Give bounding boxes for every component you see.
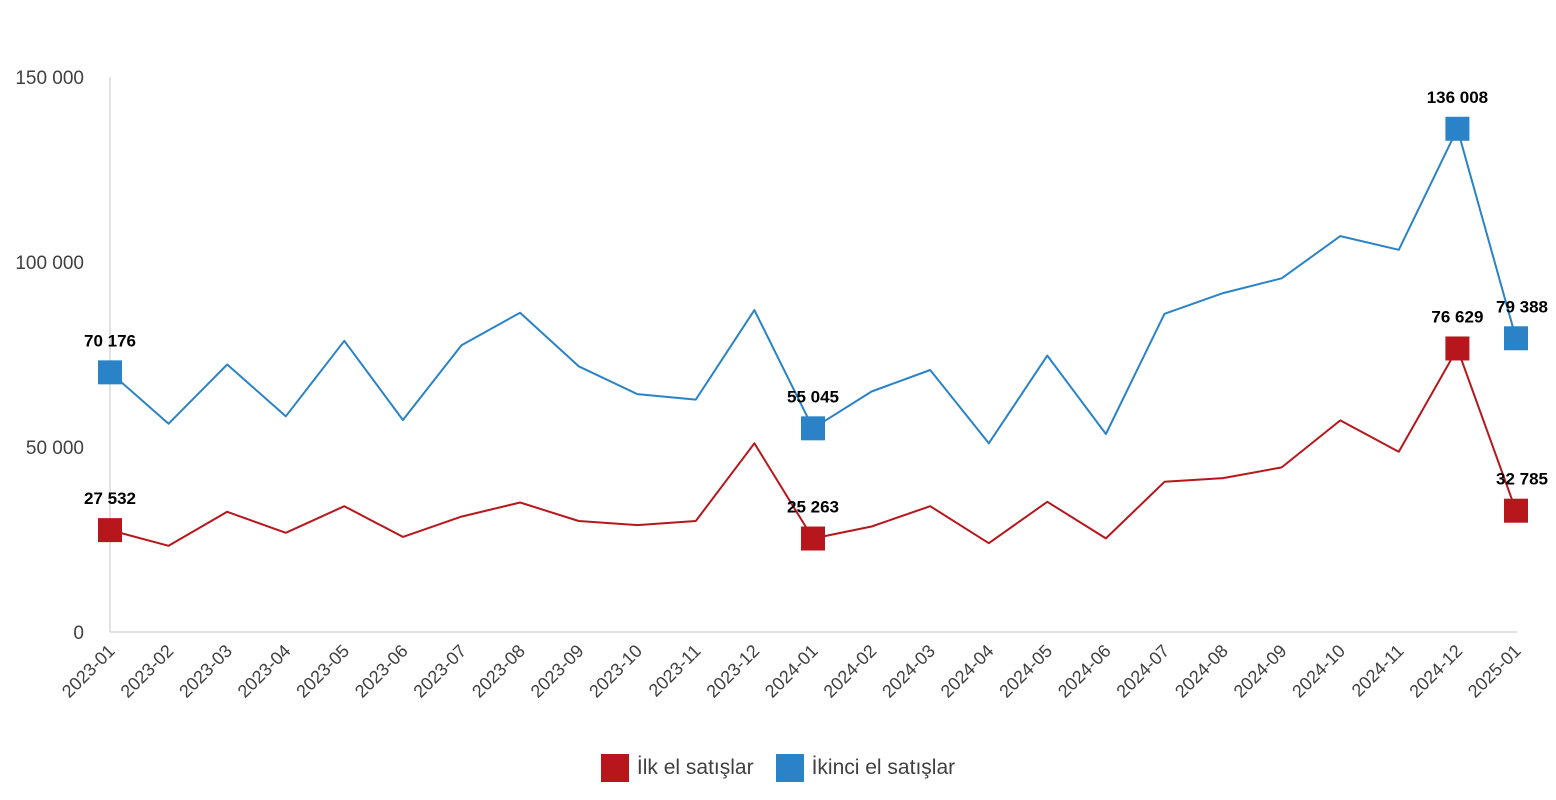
x-tick-label: 2024-10 [1288, 641, 1349, 702]
x-tick-label: 2024-04 [937, 641, 998, 702]
x-tick-label: 2023-01 [58, 641, 119, 702]
x-tick-label: 2023-02 [117, 641, 178, 702]
x-tick-label: 2024-09 [1230, 641, 1291, 702]
data-labels: 27 532 25 263 76 629 32 785 70 176 55 045 136 … [84, 88, 1548, 517]
y-tick-label: 150 000 [15, 68, 84, 89]
legend: İlk el satışlar İkinci el satışlar [0, 752, 1556, 784]
series-marker-0 [801, 526, 825, 551]
x-tick-label: 2023-05 [292, 641, 353, 702]
series-marker-0 [98, 518, 122, 543]
data-label: 27 532 [84, 489, 136, 508]
series-marker-1 [801, 416, 825, 441]
y-tick-label: 50 000 [26, 438, 84, 459]
x-tick-label: 2024-06 [1054, 641, 1115, 702]
x-tick-label: 2024-02 [820, 641, 881, 702]
x-tick-label: 2024-12 [1405, 641, 1466, 702]
x-tick-label: 2024-05 [995, 641, 1056, 702]
x-tick-label: 2023-04 [234, 641, 295, 702]
y-axis-ticks: 0 50 000 100 000 150 000 [15, 68, 84, 644]
x-tick-label: 2024-11 [1348, 641, 1408, 701]
x-tick-label: 2023-06 [351, 641, 412, 702]
data-label: 136 008 [1427, 88, 1488, 107]
series-marker-1 [1445, 116, 1470, 141]
series-marker-1 [1504, 326, 1528, 351]
x-tick-label: 2023-07 [409, 641, 470, 702]
x-tick-label: 2024-08 [1171, 641, 1232, 702]
series-marker-0 [1504, 498, 1528, 523]
data-label: 70 176 [84, 331, 136, 350]
x-tick-label: 2023-11 [645, 641, 705, 701]
series-lines [109, 127, 1517, 547]
data-label: 79 388 [1496, 297, 1548, 316]
data-label: 32 785 [1496, 470, 1548, 489]
x-tick-label: 2023-09 [527, 641, 588, 702]
legend-label-ilk-el: İlk el satışlar [636, 756, 754, 779]
data-label: 76 629 [1431, 307, 1483, 326]
x-tick-label: 2023-08 [468, 641, 529, 702]
legend-swatch-ilk-el [600, 754, 629, 782]
legend-label-ikinci-el: İkinci el satışlar [811, 756, 956, 779]
x-tick-label: 2024-01 [761, 641, 822, 702]
x-tick-label: 2023-10 [585, 641, 646, 702]
legend-item-ilk-el: İlk el satışlar [600, 754, 754, 782]
series-marker-0 [1445, 336, 1470, 361]
data-label: 55 045 [787, 387, 839, 406]
y-tick-label: 0 [73, 623, 84, 644]
x-tick-label: 2024-03 [878, 641, 939, 702]
y-tick-label: 100 000 [15, 253, 84, 274]
data-label: 25 263 [787, 498, 839, 517]
legend-item-ikinci-el: İkinci el satışlar [775, 754, 956, 782]
series-marker-1 [98, 360, 122, 385]
x-tick-label: 2025-01 [1464, 641, 1525, 702]
x-axis-ticks: 2023-012023-022023-032023-042023-052023-… [58, 641, 1525, 702]
legend-swatch-ikinci-el [775, 754, 804, 782]
x-tick-label: 2024-07 [1112, 641, 1173, 702]
x-tick-label: 2023-03 [175, 641, 236, 702]
series-markers [98, 116, 1528, 551]
x-tick-label: 2023-12 [702, 641, 763, 702]
